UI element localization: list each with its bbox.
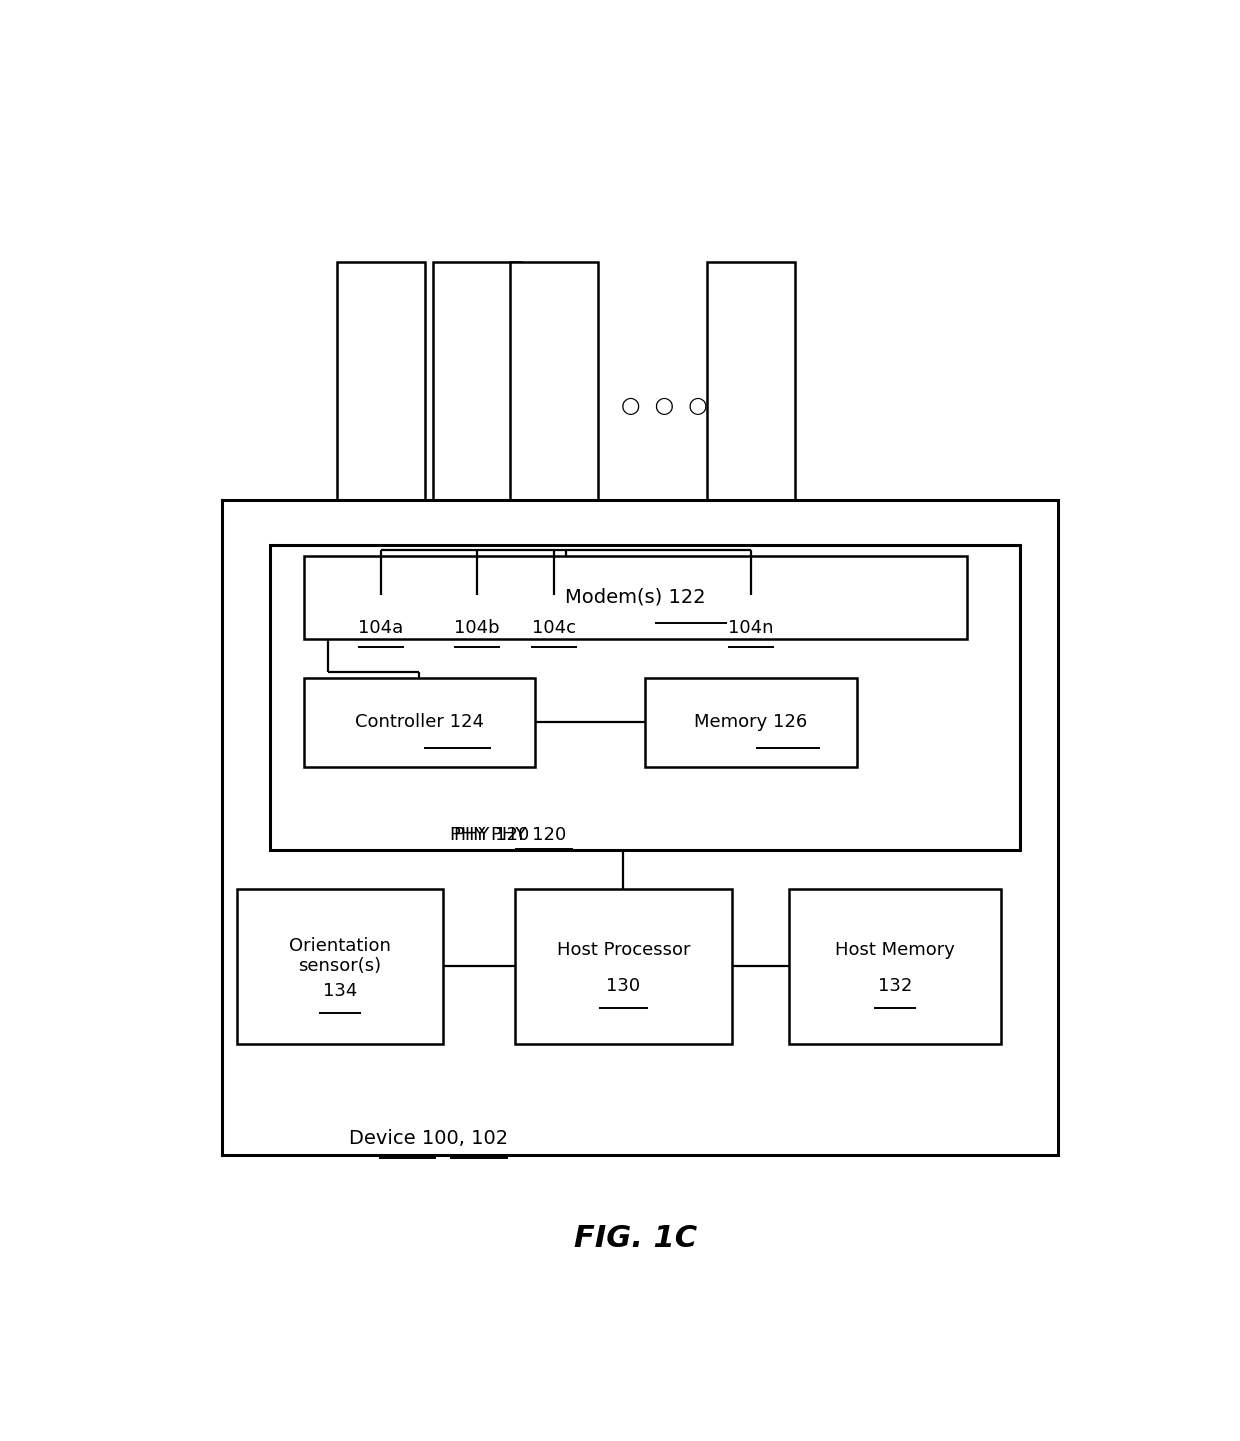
Text: Orientation: Orientation: [289, 937, 391, 955]
Bar: [222, 500, 1058, 1154]
Bar: [645, 677, 857, 767]
Text: Device 100, 102: Device 100, 102: [350, 1128, 508, 1147]
Text: 104a: 104a: [358, 620, 403, 637]
Bar: [336, 262, 425, 595]
Text: PHY 120: PHY 120: [454, 826, 529, 844]
Bar: [304, 677, 534, 767]
Bar: [433, 262, 521, 595]
Bar: [237, 889, 444, 1043]
Text: Modem(s) 122: Modem(s) 122: [565, 588, 706, 607]
Bar: [789, 889, 1001, 1043]
Bar: [510, 262, 598, 595]
Text: FIG. 1C: FIG. 1C: [574, 1223, 697, 1252]
Bar: [270, 545, 1021, 850]
Text: ○  ○  ○: ○ ○ ○: [621, 396, 708, 416]
Text: 104c: 104c: [532, 620, 575, 637]
Text: 134: 134: [322, 981, 357, 1000]
Bar: [516, 889, 732, 1043]
Text: 130: 130: [606, 977, 641, 996]
Text: 104n: 104n: [728, 620, 774, 637]
Text: Memory 126: Memory 126: [694, 713, 807, 731]
Text: 132: 132: [878, 977, 913, 996]
Text: Host Memory: Host Memory: [835, 941, 955, 958]
Text: PHY 120: PHY 120: [491, 826, 567, 844]
Text: PHY: PHY: [450, 826, 491, 844]
Text: 104b: 104b: [454, 620, 500, 637]
Text: sensor(s): sensor(s): [299, 957, 382, 976]
Text: Controller 124: Controller 124: [355, 713, 484, 731]
Bar: [304, 556, 967, 638]
Bar: [707, 262, 795, 595]
Text: Host Processor: Host Processor: [557, 941, 691, 958]
